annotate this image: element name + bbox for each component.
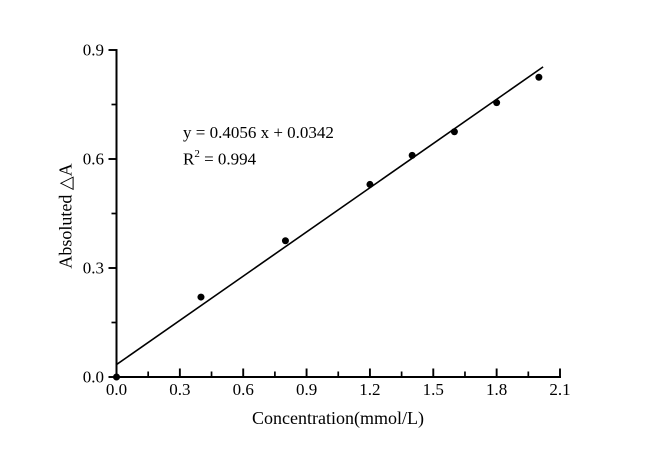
data-point <box>450 128 458 136</box>
x-axis-title-text: Concentration(mmol/L) <box>252 408 424 428</box>
y-axis-title: Absoluted △A <box>55 163 76 269</box>
x-tick-label: 0.9 <box>296 380 317 399</box>
x-tick-label: 1.5 <box>423 380 444 399</box>
x-tick-label: 1.2 <box>359 380 380 399</box>
r-superscript: 2 <box>194 148 200 160</box>
data-point <box>113 373 120 381</box>
y-tick-label: 0.0 <box>83 368 104 387</box>
data-point <box>535 73 543 81</box>
data-point <box>366 180 374 188</box>
r-squared-text: R2 = 0.994 <box>183 144 334 171</box>
x-axis-title: Concentration(mmol/L) <box>0 408 650 429</box>
fit-annotation: y = 0.4056 x + 0.0342 R2 = 0.994 <box>183 121 334 171</box>
fit-equation-text: y = 0.4056 x + 0.0342 <box>183 123 334 142</box>
fit-line <box>116 66 544 366</box>
data-point <box>493 99 501 107</box>
r-base: R <box>183 149 195 169</box>
x-tick-label: 2.1 <box>549 380 570 399</box>
x-tick-label: 0.3 <box>169 380 190 399</box>
y-tick-label: 0.3 <box>83 259 104 278</box>
y-tick-label: 0.9 <box>83 41 104 60</box>
r-value: = 0.994 <box>199 149 257 169</box>
y-tick-label: 0.6 <box>83 150 104 169</box>
x-tick-label: 0.0 <box>106 380 127 399</box>
data-point <box>408 151 416 159</box>
data-point <box>197 293 205 301</box>
x-tick-label: 1.8 <box>486 380 507 399</box>
data-point <box>281 237 289 245</box>
x-tick-label: 0.6 <box>233 380 254 399</box>
